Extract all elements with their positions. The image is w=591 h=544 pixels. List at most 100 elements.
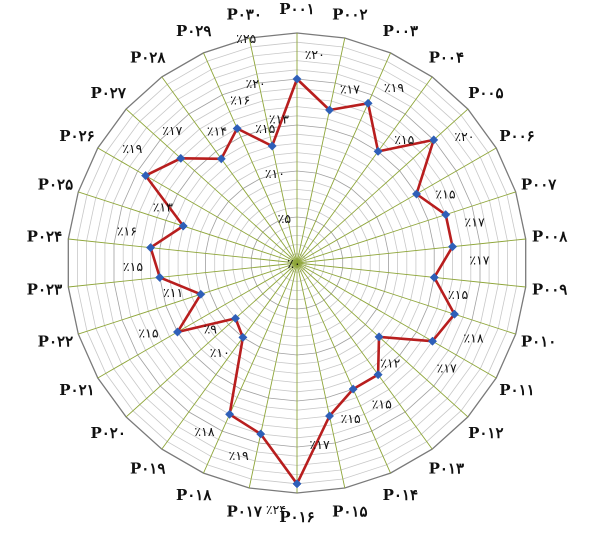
category-label: P۰۰۷ <box>521 176 557 194</box>
spoke <box>296 262 497 379</box>
data-point <box>172 327 183 337</box>
category-label: P۰۱۵ <box>332 502 367 520</box>
data-point <box>216 154 226 164</box>
category-label: P۰۰۵ <box>468 84 503 102</box>
spoke <box>161 262 298 450</box>
category-label: P۰۲۶ <box>59 127 94 145</box>
value-label: ٪۱۰ <box>210 345 230 360</box>
category-label: P۰۲۷ <box>90 84 126 102</box>
data-point <box>411 189 422 199</box>
value-label: ٪۱۷ <box>310 437 330 452</box>
data-point <box>447 242 458 252</box>
spoke <box>296 262 526 288</box>
spoke <box>68 262 298 288</box>
category-label: P۰۲۰ <box>90 424 125 442</box>
data-point <box>449 309 460 319</box>
spoke <box>125 262 298 418</box>
category-label: P۰۰۹ <box>532 281 567 299</box>
spoke <box>203 262 298 474</box>
value-label: ٪۱۵ <box>394 132 414 147</box>
spoke <box>296 108 469 264</box>
data-point <box>146 243 156 253</box>
category-label: P۰۰۱ <box>279 0 314 18</box>
value-label: ٪۱۵ <box>435 186 455 201</box>
scale-labels: ٪۰ ٪۵ ٪۱۰ ٪۱۵ ٪۲۰ ٪۲۵ <box>236 31 301 271</box>
value-label: ٪۱۹ <box>229 448 249 463</box>
category-label: P۰۲۱ <box>59 381 94 399</box>
spoke <box>97 147 298 264</box>
value-labels: ٪۲۰ ٪۱۷ ٪۱۹ ٪۱۵ ٪۲۰ ٪۱۵ ٪۱۷ ٪۱۷ ٪۱۵ ٪۱۸ ٪۱۷ ٪۱۲ ٪۱۵ ٪… <box>117 47 490 517</box>
series-markers <box>141 74 460 489</box>
spoke <box>296 37 346 264</box>
value-label: ٪۱۷ <box>437 360 457 375</box>
value-label: ٪۱۳ <box>269 112 289 127</box>
spoke <box>161 76 298 264</box>
category-label: P۰۲۹ <box>176 22 211 40</box>
value-label: ٪۱۸ <box>194 424 214 439</box>
spoke <box>78 262 298 335</box>
value-label: ٪۱۱ <box>163 285 183 300</box>
scale-tick-label: ٪۲۰ <box>246 76 266 91</box>
value-label: ٪۱۵ <box>123 259 143 274</box>
spoke <box>97 262 298 379</box>
spoke <box>248 262 298 489</box>
data-point <box>238 332 248 342</box>
data-point <box>441 210 451 220</box>
data-point <box>141 171 151 181</box>
spoke <box>296 238 526 264</box>
spoke <box>296 262 516 335</box>
value-label: ٪۱۷ <box>465 215 485 230</box>
value-label: ٪۱۵ <box>138 326 158 341</box>
spoke <box>125 108 298 264</box>
data-point <box>155 272 165 282</box>
value-label: ٪۲۰ <box>305 47 325 62</box>
spoke <box>203 52 298 264</box>
data-point <box>348 384 358 394</box>
spoke <box>296 262 469 418</box>
scale-tick-label: ٪۲۵ <box>236 31 256 46</box>
value-label: ٪۱۶ <box>230 92 250 107</box>
data-point <box>232 123 242 134</box>
category-label: P۰۲۲ <box>38 333 73 351</box>
value-label: ٪۱۹ <box>384 80 404 95</box>
data-point <box>267 141 277 151</box>
value-label: ٪۱۲ <box>380 356 400 371</box>
category-label: P۰۲۸ <box>130 49 166 67</box>
category-label: P۰۱۴ <box>383 486 418 504</box>
value-label: ٪۱۵ <box>448 287 468 302</box>
data-point <box>176 153 186 163</box>
category-label: P۰۱۶ <box>279 508 314 526</box>
value-label: ٪۱۷ <box>162 123 182 138</box>
data-point <box>256 429 266 439</box>
value-label: ٪۱۶ <box>117 223 137 238</box>
category-label: P۰۰۲ <box>332 6 367 24</box>
category-label: P۰۰۸ <box>532 227 568 245</box>
spoke <box>296 52 391 264</box>
data-point <box>324 105 335 115</box>
value-label: ٪۲۴ <box>266 502 286 517</box>
data-point <box>196 289 206 299</box>
data-point <box>324 411 335 421</box>
value-label: ٪۱۹ <box>122 141 142 156</box>
category-label: P۰۲۴ <box>27 227 62 245</box>
value-label: ٪۱۸ <box>463 331 483 346</box>
grid-spokes <box>68 33 526 493</box>
data-point <box>427 336 437 346</box>
value-label: ٪۹ <box>204 322 218 337</box>
data-point <box>230 313 241 323</box>
spoke <box>296 191 516 264</box>
value-label: ٪۱۴ <box>207 124 227 139</box>
data-point <box>373 370 383 380</box>
category-label: P۰۰۶ <box>499 127 534 145</box>
data-point <box>374 332 384 342</box>
spoke <box>296 262 391 474</box>
value-label: ٪۲۰ <box>454 129 474 144</box>
data-point <box>429 135 439 145</box>
category-label: P۰۲۵ <box>38 176 73 194</box>
scale-tick-label: ٪۰ <box>287 256 300 271</box>
scale-tick-label: ٪۱۰ <box>265 166 285 181</box>
spoke <box>296 147 497 264</box>
scale-tick-label: ٪۵ <box>278 211 292 226</box>
